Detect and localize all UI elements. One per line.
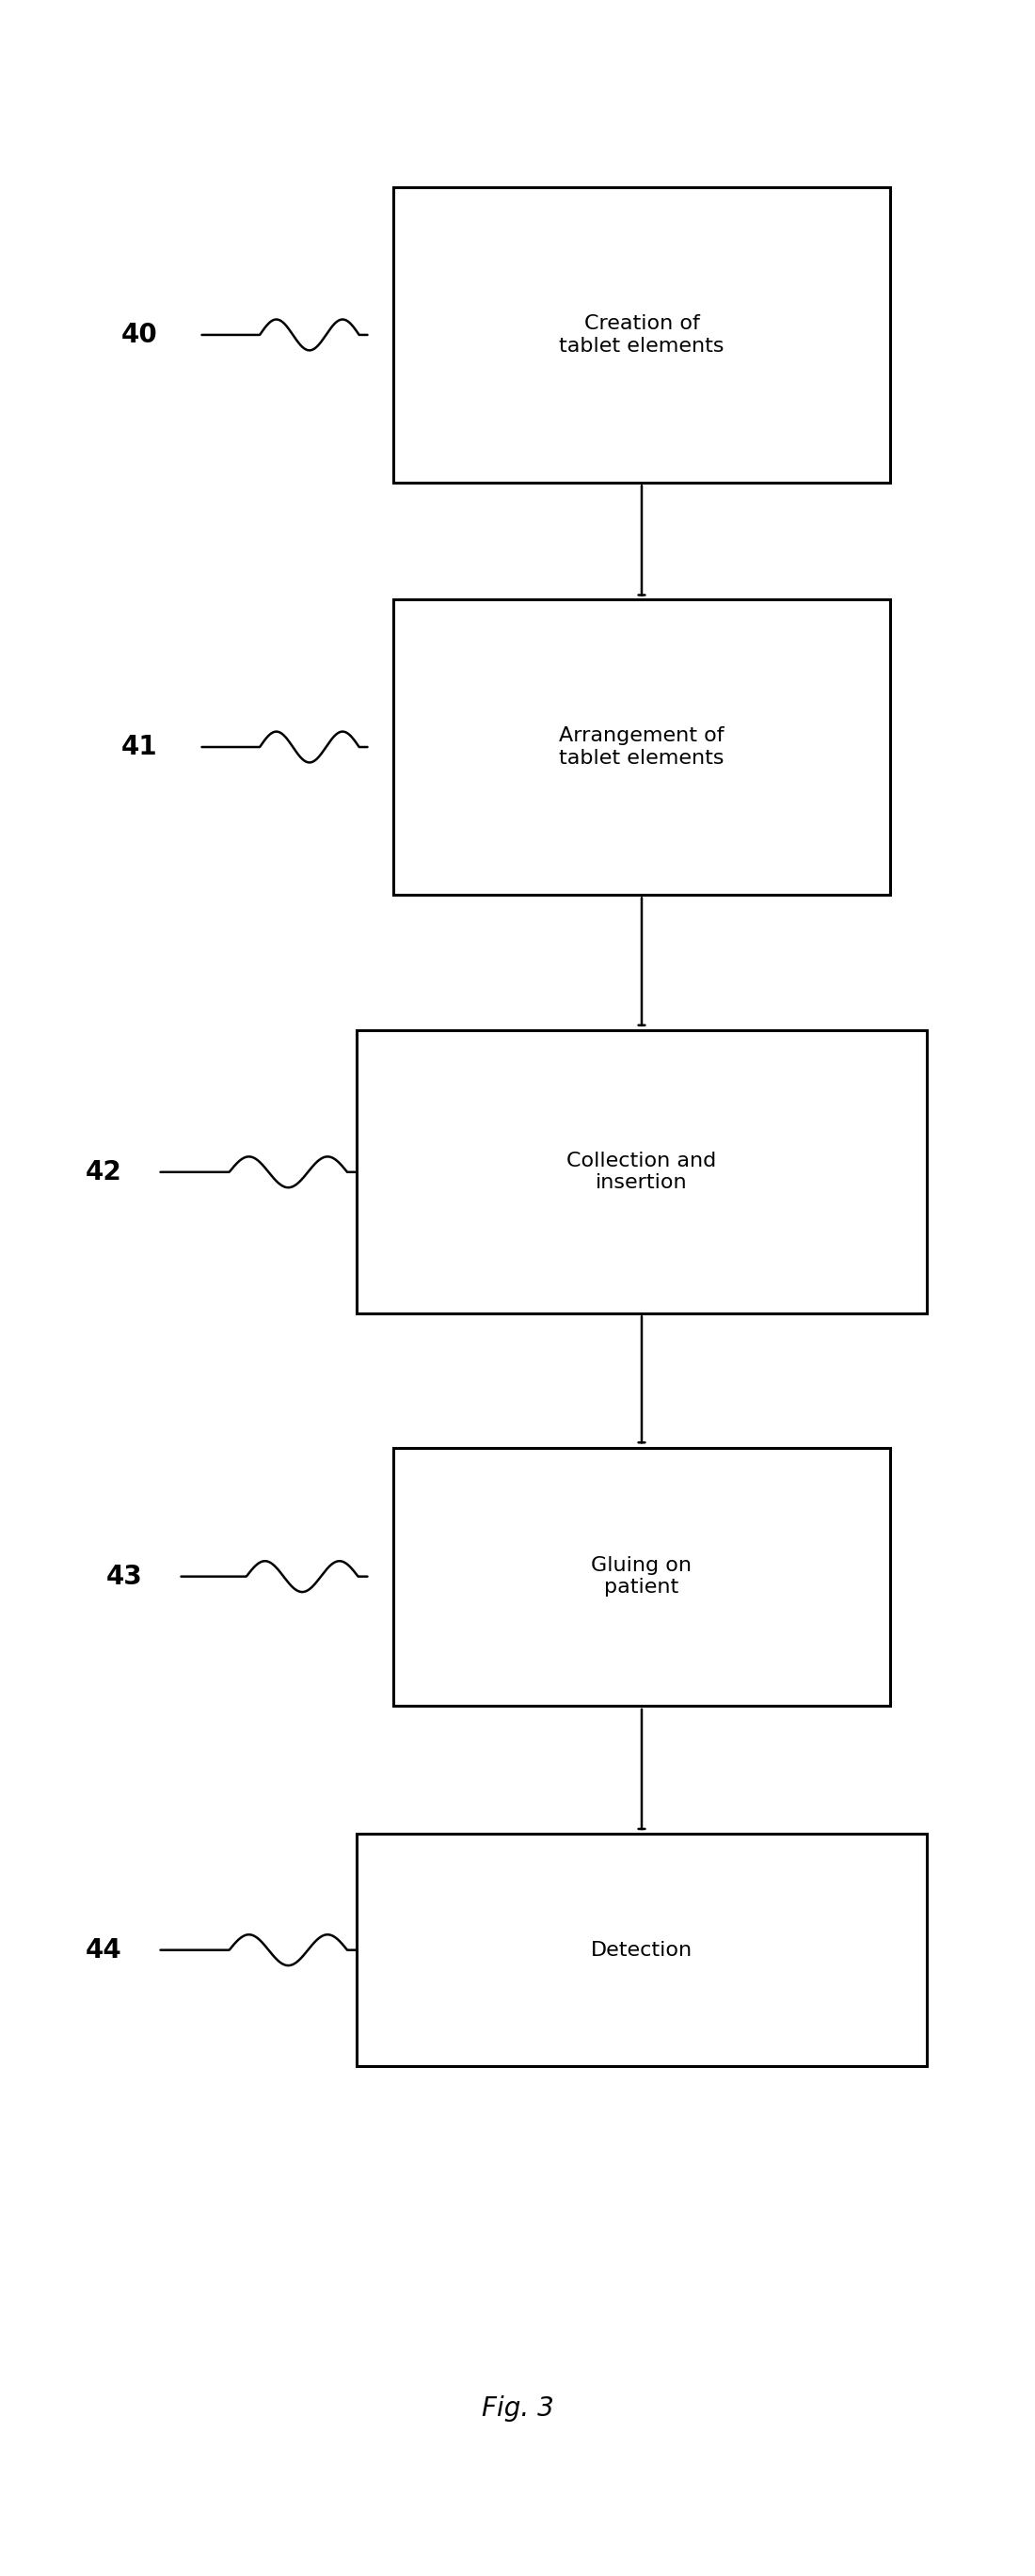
Text: 41: 41	[121, 734, 158, 760]
Text: 40: 40	[121, 322, 158, 348]
Bar	[393, 600, 890, 896]
Text: Gluing on
patient: Gluing on patient	[591, 1556, 692, 1597]
Text: Collection and
insertion: Collection and insertion	[567, 1151, 716, 1193]
Text: 42: 42	[85, 1159, 122, 1185]
Text: Creation of
tablet elements: Creation of tablet elements	[559, 314, 724, 355]
Text: 44: 44	[85, 1937, 122, 1963]
Text: Fig. 3: Fig. 3	[481, 2396, 554, 2421]
Bar	[357, 1834, 926, 2066]
Text: 43: 43	[106, 1564, 143, 1589]
Bar	[393, 188, 890, 484]
Text: Arrangement of
tablet elements: Arrangement of tablet elements	[559, 726, 724, 768]
Bar	[357, 1030, 926, 1314]
Bar	[393, 1448, 890, 1705]
Text: Detection: Detection	[591, 1940, 692, 1960]
